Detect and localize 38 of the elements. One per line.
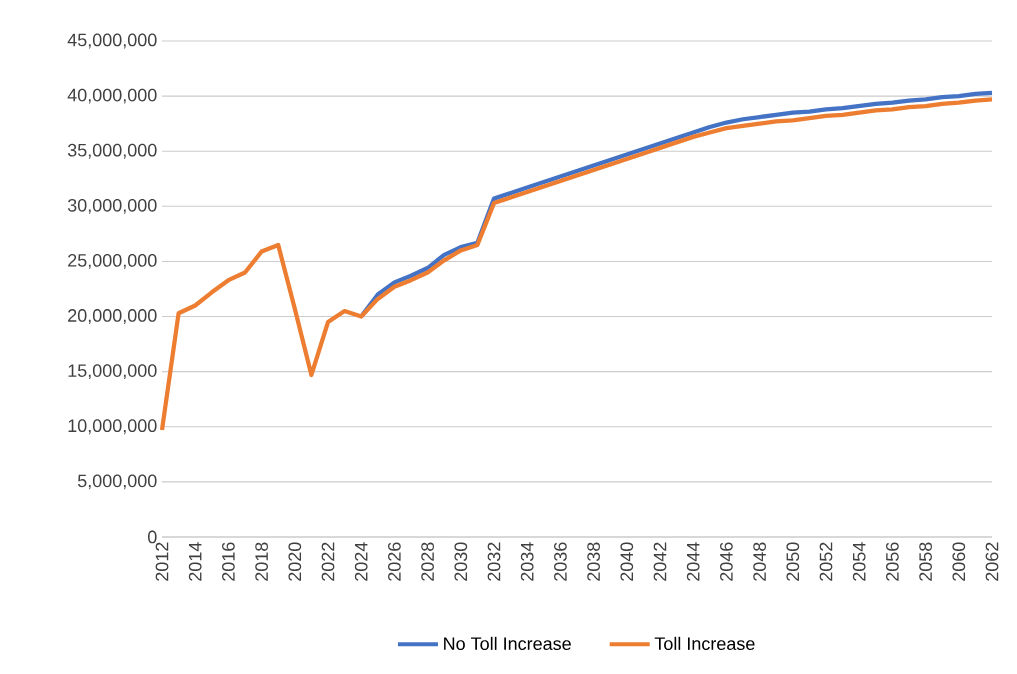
x-tick-label: 2014 xyxy=(188,542,202,581)
x-tick-label: 2048 xyxy=(753,542,766,581)
y-tick-label: 10,000,000 xyxy=(68,419,157,435)
x-tick-label: 2056 xyxy=(886,542,899,581)
y-tick-label: 35,000,000 xyxy=(67,143,157,159)
x-tick-label: 2050 xyxy=(786,542,800,581)
x-tick-label: 2012 xyxy=(155,542,169,581)
x-tick-label: 2062 xyxy=(985,542,999,581)
y-tick-label: 15,000,000 xyxy=(68,364,157,380)
x-tick-label: 2052 xyxy=(819,542,833,581)
y-tick-label: 5,000,000 xyxy=(77,474,157,490)
x-tick-label: 2024 xyxy=(354,542,368,581)
x-tick-label: 2054 xyxy=(852,542,866,581)
x-tick-label: 2040 xyxy=(620,542,634,581)
x-tick-label: 2034 xyxy=(520,542,534,581)
y-tick-label: 0 xyxy=(148,530,157,544)
x-tick-label: 2046 xyxy=(720,542,733,581)
x-tick-label: 2058 xyxy=(919,542,932,581)
y-tick-label: 45,000,000 xyxy=(67,33,157,49)
y-tick-label: 25,000,000 xyxy=(68,254,157,269)
x-tick-label: 2026 xyxy=(388,542,401,581)
x-tick-label: 2032 xyxy=(487,542,501,581)
y-tick-label: 40,000,000 xyxy=(67,88,157,104)
x-tick-label: 2020 xyxy=(288,542,302,581)
x-tick-label: 2036 xyxy=(554,542,567,581)
x-tick-label: 2018 xyxy=(255,542,268,581)
legend-label: Toll Increase xyxy=(654,636,755,651)
y-tick-label: 20,000,000 xyxy=(68,309,157,324)
x-tick-label: 2028 xyxy=(421,542,434,581)
x-tick-label: 2060 xyxy=(952,542,966,581)
x-tick-label: 2042 xyxy=(653,542,667,581)
x-tick-label: 2022 xyxy=(321,542,335,581)
legend-label: No Toll Increase xyxy=(444,636,571,651)
x-tick-label: 2044 xyxy=(686,542,700,581)
x-tick-label: 2030 xyxy=(454,542,468,581)
y-tick-label: 30,000,000 xyxy=(67,198,157,214)
x-tick-label: 2016 xyxy=(222,542,235,581)
x-tick-label: 2038 xyxy=(587,542,600,581)
